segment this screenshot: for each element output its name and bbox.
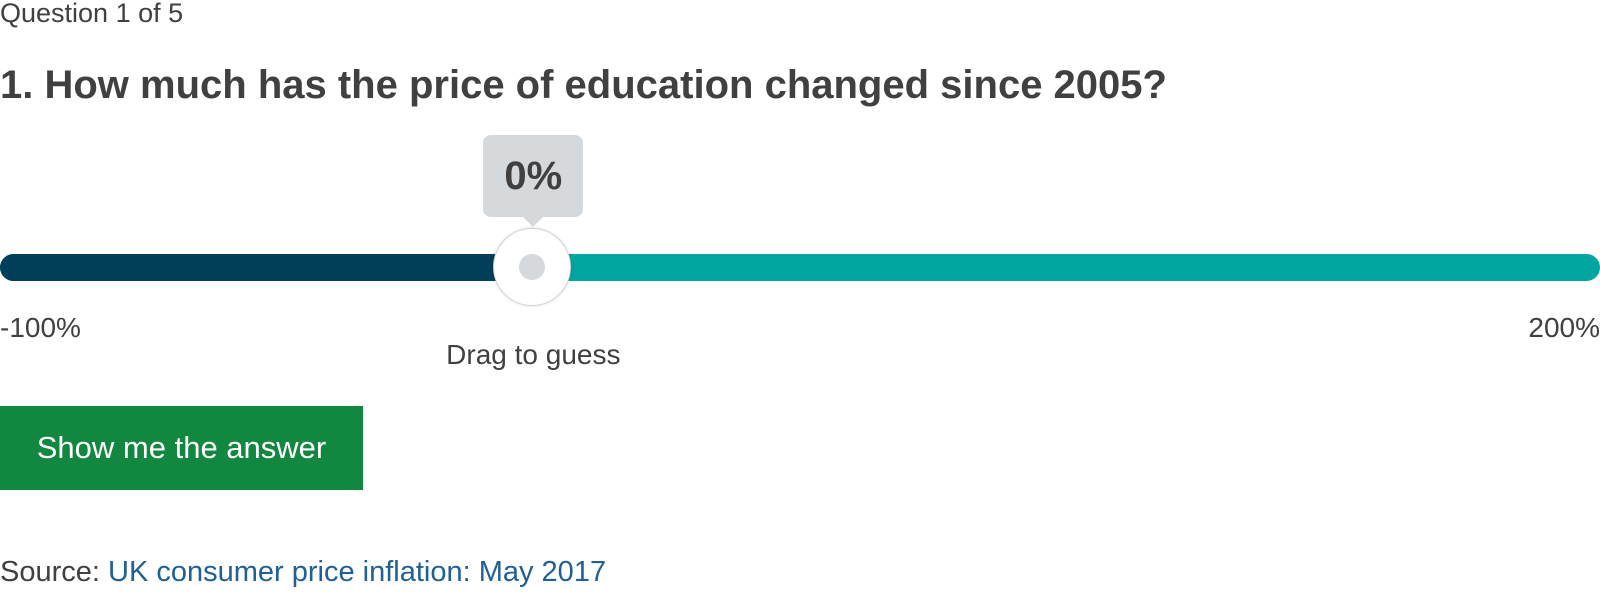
slider-max-label: 200% (1528, 312, 1600, 343)
slider-track[interactable] (0, 254, 1600, 281)
handle-grip-icon (519, 254, 546, 280)
value-tooltip: 0% (483, 135, 584, 227)
slider-track-fill (0, 254, 534, 281)
show-answer-button[interactable]: Show me the answer (0, 406, 363, 490)
value-display: 0% (504, 154, 563, 198)
guess-slider[interactable]: 0% -100% 200% Drag to guess (0, 130, 1600, 380)
question-progress: Question 1 of 5 (0, 0, 184, 28)
source-prefix: Source: (0, 556, 108, 588)
question-title: 1. How much has the price of education c… (0, 63, 1167, 107)
drag-hint: Drag to guess (446, 339, 621, 370)
source-line: Source: UK consumer price inflation: May… (0, 555, 606, 589)
source-link[interactable]: UK consumer price inflation: May 2017 (108, 556, 607, 588)
slider-min-label: -100% (0, 312, 81, 343)
slider-handle[interactable] (493, 228, 572, 306)
